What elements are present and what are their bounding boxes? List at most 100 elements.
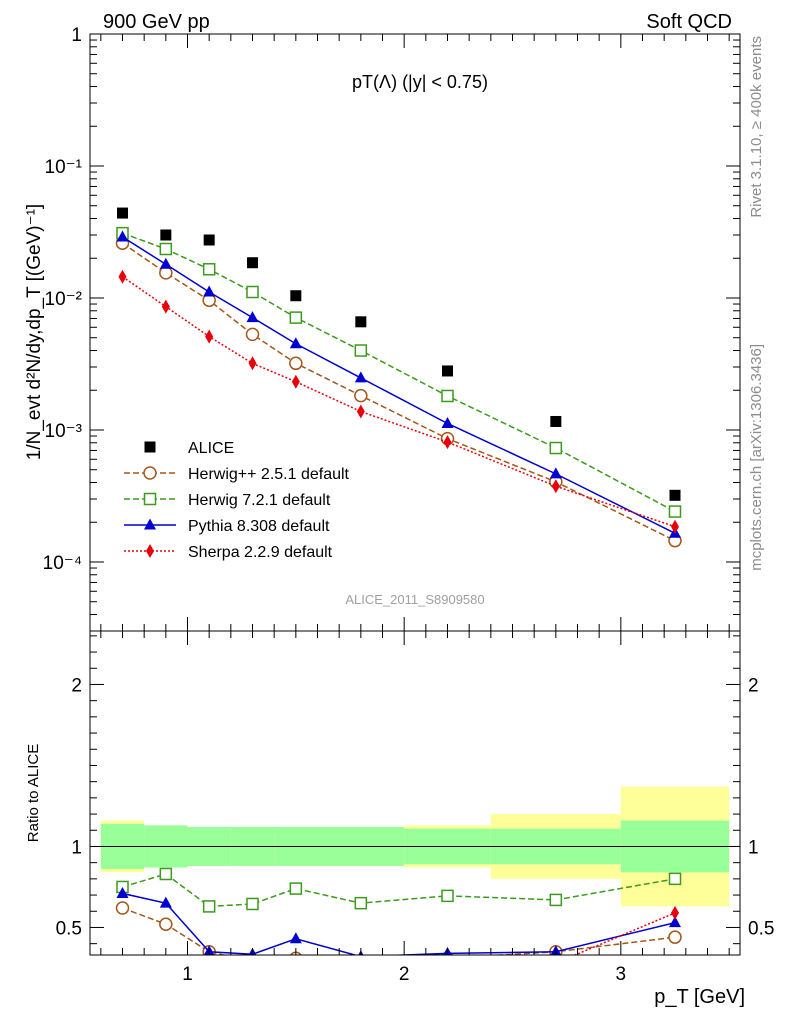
- data-point: [202, 263, 216, 276]
- ratio-y-tick-label: 2: [71, 675, 82, 696]
- ratio-line: [122, 873, 676, 908]
- data-point: [159, 242, 173, 256]
- legend-marker: [146, 544, 154, 558]
- ratio-point: [159, 896, 172, 908]
- data-point: [289, 311, 303, 324]
- data-point: [289, 337, 302, 349]
- ratio-point: [292, 966, 300, 980]
- legend-entry: Pythia 8.308 default: [188, 518, 330, 535]
- ratio-point: [354, 896, 368, 910]
- ratio-point: [119, 964, 127, 978]
- ratio-point: [357, 967, 365, 981]
- ratio-y-tick-label-right: 1: [748, 837, 759, 858]
- series-alice: [117, 207, 681, 501]
- mcplots-info: mcplots.cern.ch [arXiv:1306.3436]: [748, 344, 765, 571]
- y-tick-label: 10⁻²: [45, 289, 83, 310]
- data-point: [203, 234, 215, 246]
- data-point: [245, 327, 260, 342]
- ratio-point: [355, 957, 367, 969]
- ratio-panel: 0.5 0.5 1 1 2 2 1 2 3 Ratio to ALICE p_T [GeV]: [25, 630, 774, 1008]
- data-point: [248, 356, 257, 371]
- data-point: [118, 269, 127, 284]
- main-plot-title: pT(Λ) (|y| < 0.75): [352, 72, 488, 92]
- data-point: [354, 344, 368, 357]
- data-point: [441, 416, 454, 428]
- data-point: [203, 285, 216, 297]
- legend-marker: [144, 441, 156, 453]
- ratio-point: [444, 959, 452, 973]
- legend-entry: Herwig 7.2.1 default: [188, 492, 331, 509]
- y-tick-label: 10⁻⁴: [43, 553, 82, 574]
- rivet-info: Rivet 3.1.10, ≥ 400k events: [748, 36, 765, 218]
- data-point: [549, 467, 562, 479]
- legend-entry: Sherpa 2.2.9 default: [188, 544, 333, 561]
- x-tick-label: 2: [399, 964, 410, 985]
- main-y-axis-label: 1/N_evt d²N/dy,dp_T [(GeV)⁻¹]: [24, 204, 45, 460]
- ratio-point: [162, 961, 170, 975]
- ratio-point: [669, 916, 681, 928]
- main-plot-frame: [89, 33, 741, 632]
- legend-marker: [143, 492, 157, 506]
- legend-marker: [144, 518, 156, 530]
- ratio-y-tick-label-right: 0.5: [748, 918, 774, 939]
- ratio-point: [250, 954, 255, 955]
- data-point: [356, 404, 365, 419]
- ratio-series-pythia-8-308-default: [116, 886, 681, 955]
- data-point: [117, 207, 128, 219]
- ratio-point: [116, 886, 129, 898]
- watermark: ALICE_2011_S8909580: [345, 592, 484, 607]
- data-point: [290, 290, 302, 302]
- ratio-point: [246, 897, 259, 911]
- data-point: [550, 415, 562, 427]
- ratio-point: [115, 901, 130, 915]
- y-tick-label: 10⁻¹: [45, 157, 83, 178]
- data-point: [549, 441, 563, 455]
- data-point: [354, 388, 368, 403]
- ratio-line: [122, 907, 676, 955]
- ratio-point: [159, 867, 173, 881]
- ratio-series-herwig-7-2-1-default: [116, 867, 682, 913]
- series-herwig-7-2-1-default: [116, 226, 682, 518]
- ratio-plot-frame: [89, 630, 741, 956]
- legend-entry: Herwig++ 2.5.1 default: [188, 466, 350, 483]
- ratio-point: [289, 932, 302, 944]
- data-point: [551, 479, 560, 494]
- ratio-point: [552, 956, 560, 970]
- legend: ALICE Herwig++ 2.5.1 default Herwig 7.2.1 …: [124, 440, 350, 561]
- data-point: [246, 311, 259, 323]
- data-point: [246, 285, 259, 299]
- data-point: [669, 489, 681, 501]
- ratio-point: [205, 971, 213, 985]
- data-point: [161, 299, 170, 314]
- data-point: [116, 230, 129, 242]
- ratio-point: [202, 900, 216, 913]
- data-point: [205, 329, 214, 344]
- x-tick-label: 1: [182, 964, 193, 985]
- ratio-point: [549, 893, 563, 907]
- process-label: Soft QCD: [646, 11, 732, 33]
- ratio-point: [441, 889, 454, 903]
- series-line: [122, 236, 676, 534]
- data-point: [443, 435, 452, 450]
- main-panel: 1 10⁻¹ 10⁻² 10⁻³ 10⁻⁴ pT(Λ) (|y| < 0.75) ALI…: [24, 25, 741, 632]
- x-axis-label: p_T [GeV]: [654, 986, 745, 1008]
- ratio-point: [668, 872, 682, 886]
- legend-marker: [143, 466, 157, 480]
- series-pythia-8-308-default: [116, 230, 681, 538]
- ratio-y-axis-label: Ratio to ALICE: [25, 744, 42, 842]
- ratio-y-tick-label-right: 2: [748, 675, 759, 696]
- ratio-point: [159, 917, 173, 931]
- ratio-y-tick-label: 0.5: [56, 918, 82, 939]
- ratio-point: [668, 930, 682, 944]
- ratio-point: [249, 974, 257, 988]
- data-point: [355, 316, 367, 328]
- data-point: [159, 257, 172, 269]
- data-point: [671, 519, 679, 534]
- data-point: [354, 371, 367, 383]
- collision-label: 900 GeV pp: [103, 11, 210, 33]
- ratio-series-sherpa-2-2-9-default: [119, 905, 679, 988]
- data-point: [160, 229, 172, 241]
- data-point: [291, 374, 300, 389]
- data-point: [247, 257, 258, 269]
